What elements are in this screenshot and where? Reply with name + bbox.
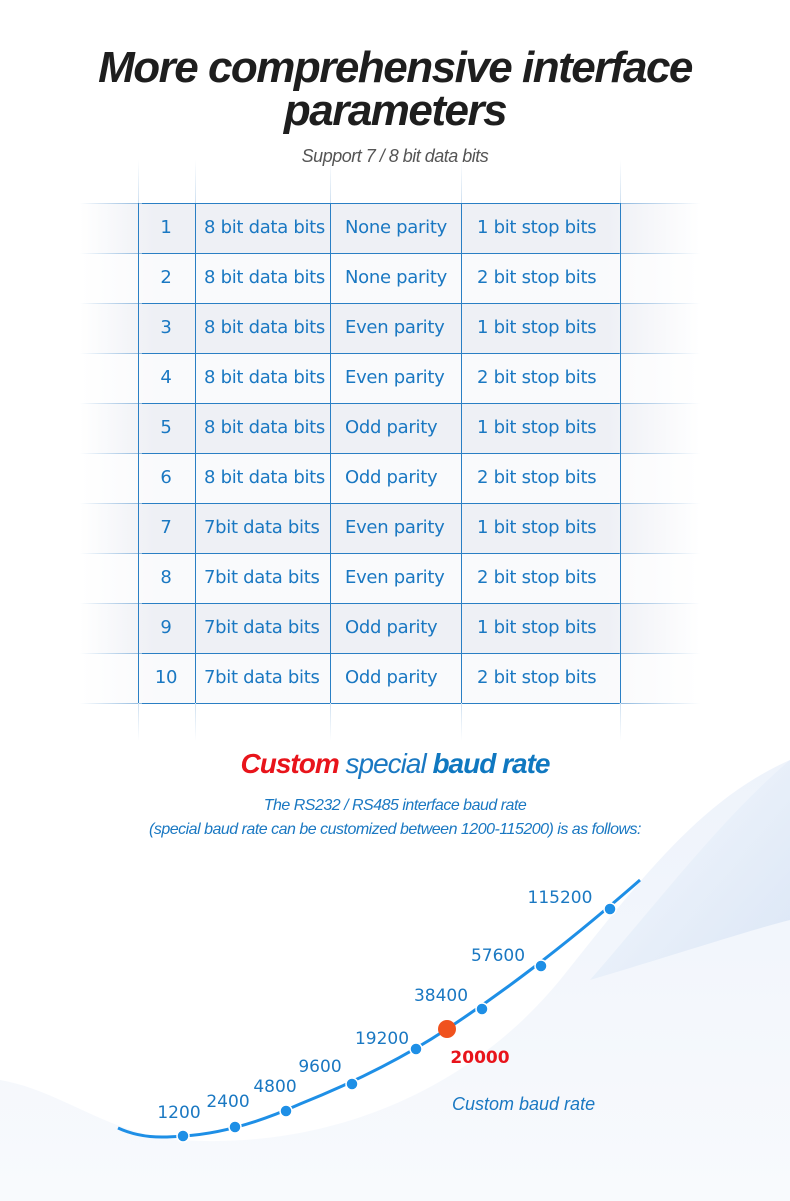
rate-point: [279, 1104, 293, 1118]
row-divider: [80, 353, 700, 354]
table-row: [80, 603, 700, 653]
rate-label: 57600: [470, 946, 526, 966]
table-cell: 8 bit data bits: [204, 267, 326, 288]
table-cell: Even parity: [345, 567, 445, 588]
row-divider: [80, 253, 700, 254]
row-divider: [80, 403, 700, 404]
rate-label: 4800: [253, 1077, 297, 1097]
rate-label: 38400: [413, 986, 469, 1006]
table-row: [80, 303, 700, 353]
table-cell: 2 bit stop bits: [477, 567, 597, 588]
row-divider: [80, 653, 700, 654]
heading-custom: Custom: [240, 748, 340, 779]
table-cell: 4: [160, 367, 172, 388]
row-divider: [80, 203, 700, 204]
column-divider: [195, 160, 196, 741]
rate-point: [475, 1002, 489, 1016]
rate-label: 9600: [298, 1057, 342, 1077]
rate-label: 1200: [157, 1103, 201, 1123]
custom-rate-point: [438, 1020, 456, 1038]
table-cell: 1 bit stop bits: [477, 417, 597, 438]
table-cell: Odd parity: [345, 467, 438, 488]
page-title-line2: parameters: [283, 86, 508, 135]
row-divider: [80, 603, 700, 604]
rate-point: [176, 1129, 190, 1143]
table-cell: 7bit data bits: [204, 617, 320, 638]
table-cell: Odd parity: [345, 417, 438, 438]
baud-heading: Custom special baud rate: [0, 748, 790, 780]
row-divider: [80, 703, 700, 704]
table-cell: 1 bit stop bits: [477, 517, 597, 538]
table-cell: None parity: [345, 217, 447, 238]
heading-baud: baud rate: [432, 748, 550, 779]
table-cell: 5: [160, 417, 172, 438]
rate-point: [409, 1042, 423, 1056]
table-cell: None parity: [345, 267, 447, 288]
table-row: [80, 503, 700, 553]
column-divider: [138, 160, 139, 741]
rate-point: [228, 1120, 242, 1134]
table-row: [80, 253, 700, 303]
table-cell: 1 bit stop bits: [477, 217, 597, 238]
table-cell: 7bit data bits: [204, 667, 320, 688]
table-row: [80, 653, 700, 703]
row-divider: [80, 553, 700, 554]
table-cell: 7: [160, 517, 172, 538]
baud-description-2: (special baud rate can be customized bet…: [148, 821, 642, 838]
rate-label: 2400: [206, 1092, 250, 1112]
custom-baud-label: Custom baud rate: [452, 1094, 596, 1114]
subtitle: Support 7 / 8 bit data bits: [301, 146, 489, 166]
rate-label: 115200: [527, 888, 593, 908]
table-row: [80, 403, 700, 453]
rate-point: [603, 902, 617, 916]
table-cell: Even parity: [345, 317, 445, 338]
table-cell: 9: [160, 617, 172, 638]
table-cell: 10: [154, 667, 178, 688]
table-row: [80, 203, 700, 253]
table-cell: 8 bit data bits: [204, 367, 326, 388]
column-divider: [461, 160, 462, 741]
column-divider: [330, 160, 331, 741]
baud-description-1: The RS232 / RS485 interface baud rate: [263, 797, 527, 814]
table-cell: 8 bit data bits: [204, 467, 326, 488]
rate-point: [534, 959, 548, 973]
table-cell: 2 bit stop bits: [477, 667, 597, 688]
table-cell: 6: [160, 467, 172, 488]
table-cell: 8 bit data bits: [204, 217, 326, 238]
table-cell: 3: [160, 317, 172, 338]
rate-point: [345, 1077, 359, 1091]
table-cell: 2 bit stop bits: [477, 367, 597, 388]
row-divider: [80, 503, 700, 504]
table-cell: 7bit data bits: [204, 517, 320, 538]
table-cell: 8 bit data bits: [204, 417, 326, 438]
table-cell: Odd parity: [345, 667, 438, 688]
heading-special: special: [338, 748, 433, 779]
column-divider: [620, 160, 621, 741]
row-divider: [80, 303, 700, 304]
table-cell: 1 bit stop bits: [477, 617, 597, 638]
table-cell: 8 bit data bits: [204, 317, 326, 338]
table-cell: 2 bit stop bits: [477, 267, 597, 288]
table-cell: 2: [160, 267, 172, 288]
table-row: [80, 553, 700, 603]
table-cell: Even parity: [345, 517, 445, 538]
table-row: [80, 453, 700, 503]
page-title-line1: More comprehensive interface: [98, 43, 693, 92]
table-cell: 1: [160, 217, 172, 238]
table-cell: 8: [160, 567, 172, 588]
table-cell: Even parity: [345, 367, 445, 388]
table-cell: 1 bit stop bits: [477, 317, 597, 338]
custom-rate-label: 20000: [450, 1048, 510, 1068]
table-cell: 7bit data bits: [204, 567, 320, 588]
table-cell: Odd parity: [345, 617, 438, 638]
table-row: [80, 353, 700, 403]
row-divider: [80, 453, 700, 454]
table-cell: 2 bit stop bits: [477, 467, 597, 488]
rate-label: 19200: [354, 1029, 410, 1049]
